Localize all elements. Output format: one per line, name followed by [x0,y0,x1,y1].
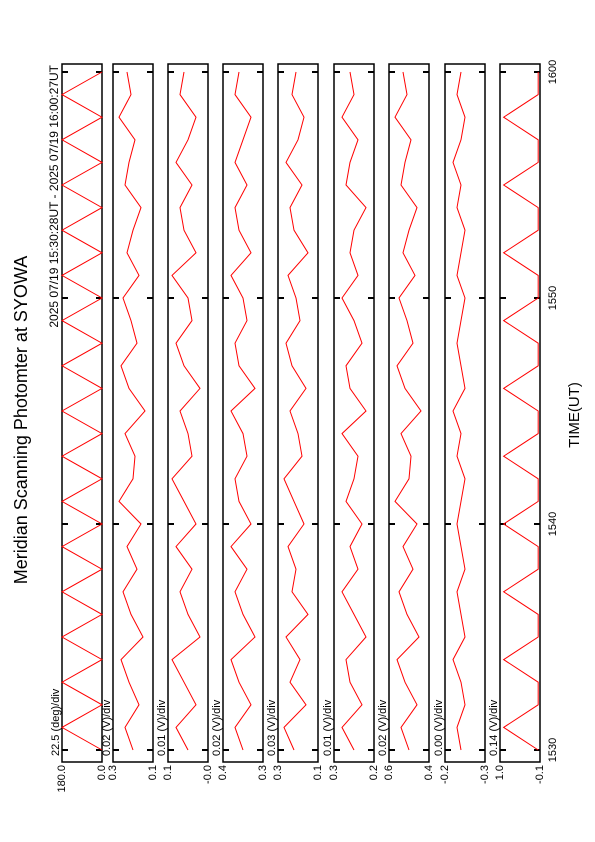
panel-frame [333,63,375,763]
y-tick-label: -0.2 [439,765,451,784]
panel-frame [222,63,264,763]
panel-frame [61,63,103,763]
data-line [452,71,466,751]
rotated-plot: Meridian Scanning Photomter at SYOWA 202… [11,60,583,793]
panel-scale-label: 0.01 (V)/div [322,699,334,756]
data-line [502,72,539,751]
data-line [230,71,256,751]
y-tick-label: 0.3 [272,765,284,780]
panel-frame [167,63,209,763]
panel-frame [388,63,430,763]
data-line [118,71,146,751]
y-tick-label: 0.1 [147,765,159,780]
y-tick-label: -0.1 [534,765,546,784]
y-tick-label: 0.0 [96,765,108,780]
panel-frame [112,63,154,763]
y-tick-label: 0.4 [423,765,435,780]
y-tick-label: -0.3 [479,765,491,784]
y-tick-label: 1.0 [494,765,506,780]
panel-scale-label: 0.02 (V)/div [377,699,389,756]
panel-scale-label: 0.14 (V)/div [488,699,500,756]
panel-scale-label: 22.5 (deg)/div [50,688,62,756]
y-tick-label: 0.6 [383,765,395,780]
y-tick-label: 0.4 [217,765,229,780]
panel-scale-label: 0.03 (V)/div [266,699,278,756]
y-tick-label: 0.1 [162,765,174,780]
data-line [283,71,309,751]
panel-scale-label: 0.01 (V)/div [156,699,168,756]
data-line [60,71,104,751]
y-tick-label: -0.0 [202,765,214,784]
y-tick-label: 0.2 [368,765,380,780]
x-tick-label: 1600 [547,60,559,84]
x-tick-label: 1550 [547,286,559,310]
panel-frame [277,63,319,763]
chart-subtitle: 2025 07/19 15:30:28UT - 2025 07/19 16:00… [47,64,61,327]
panel-frame [499,63,541,763]
panel-scale-label: 0.02 (V)/div [101,699,113,756]
panel-frame [444,63,486,763]
x-tick-label: 1540 [547,512,559,536]
y-tick-label: 0.3 [328,765,340,780]
x-tick-label: 1530 [547,738,559,762]
chart-title: Meridian Scanning Photomter at SYOWA [11,256,31,584]
panel-scale-label: 0.02 (V)/div [211,699,223,756]
data-line [171,71,201,751]
y-tick-label: 180.0 [56,765,68,793]
y-tick-label: 0.3 [107,765,119,780]
data-line [394,71,422,751]
y-tick-label: 0.1 [312,765,324,780]
data-line [341,71,367,751]
y-tick-label: 0.3 [257,765,269,780]
x-axis-label: TIME(UT) [566,382,583,448]
panel-scale-label: 0.00 (V)/div [433,699,445,756]
